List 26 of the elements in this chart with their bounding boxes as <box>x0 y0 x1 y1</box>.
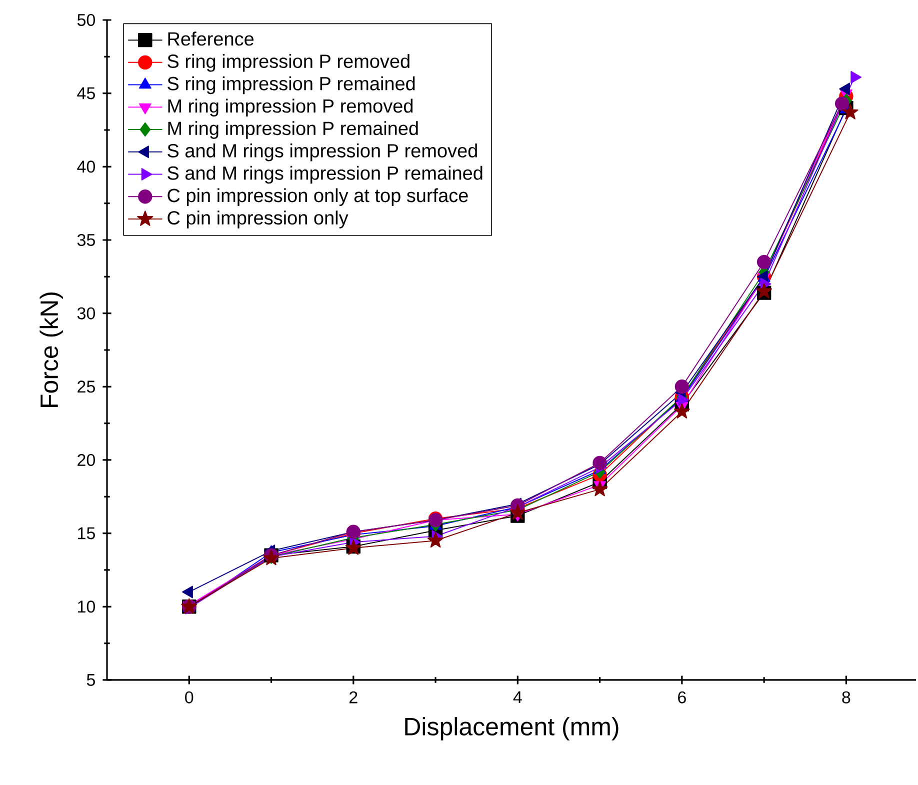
y-tick-label: 25 <box>78 380 95 393</box>
x-axis-title: Displacement (mm) <box>405 717 618 740</box>
y-tick-label: 40 <box>77 160 95 173</box>
x-tick-label: 0 <box>185 691 194 704</box>
legend-label: C pin impression only at top surface <box>168 188 468 206</box>
y-axis-title: Force (kN) <box>40 292 64 407</box>
y-tick-label: 20 <box>78 454 95 466</box>
y-tick-label: 35 <box>77 234 95 246</box>
x-tick-label: 6 <box>678 691 686 704</box>
legend-label: Reference <box>168 32 254 46</box>
x-tick-label: 4 <box>513 691 522 704</box>
legend-label: S and M rings impression P remained <box>168 166 482 184</box>
legend-label: M ring impression P remained <box>168 121 418 139</box>
x-tick-label: 2 <box>350 691 358 704</box>
y-tick-label: 45 <box>77 87 95 100</box>
y-tick-label: 5 <box>86 674 95 686</box>
legend-label: S and M rings impression P removed <box>168 144 477 162</box>
y-tick-label: 30 <box>77 307 95 320</box>
x-tick-label: 8 <box>842 691 850 704</box>
y-tick-label: 15 <box>78 527 95 540</box>
y-tick-label: 50 <box>77 14 95 26</box>
y-tick-label: 10 <box>78 600 95 613</box>
legend-label: C pin impression only <box>168 210 348 228</box>
legend-label: S ring impression P removed <box>168 54 410 72</box>
legend-label: M ring impression P removed <box>168 98 413 116</box>
legend-label: S ring impression P remained <box>168 76 415 94</box>
